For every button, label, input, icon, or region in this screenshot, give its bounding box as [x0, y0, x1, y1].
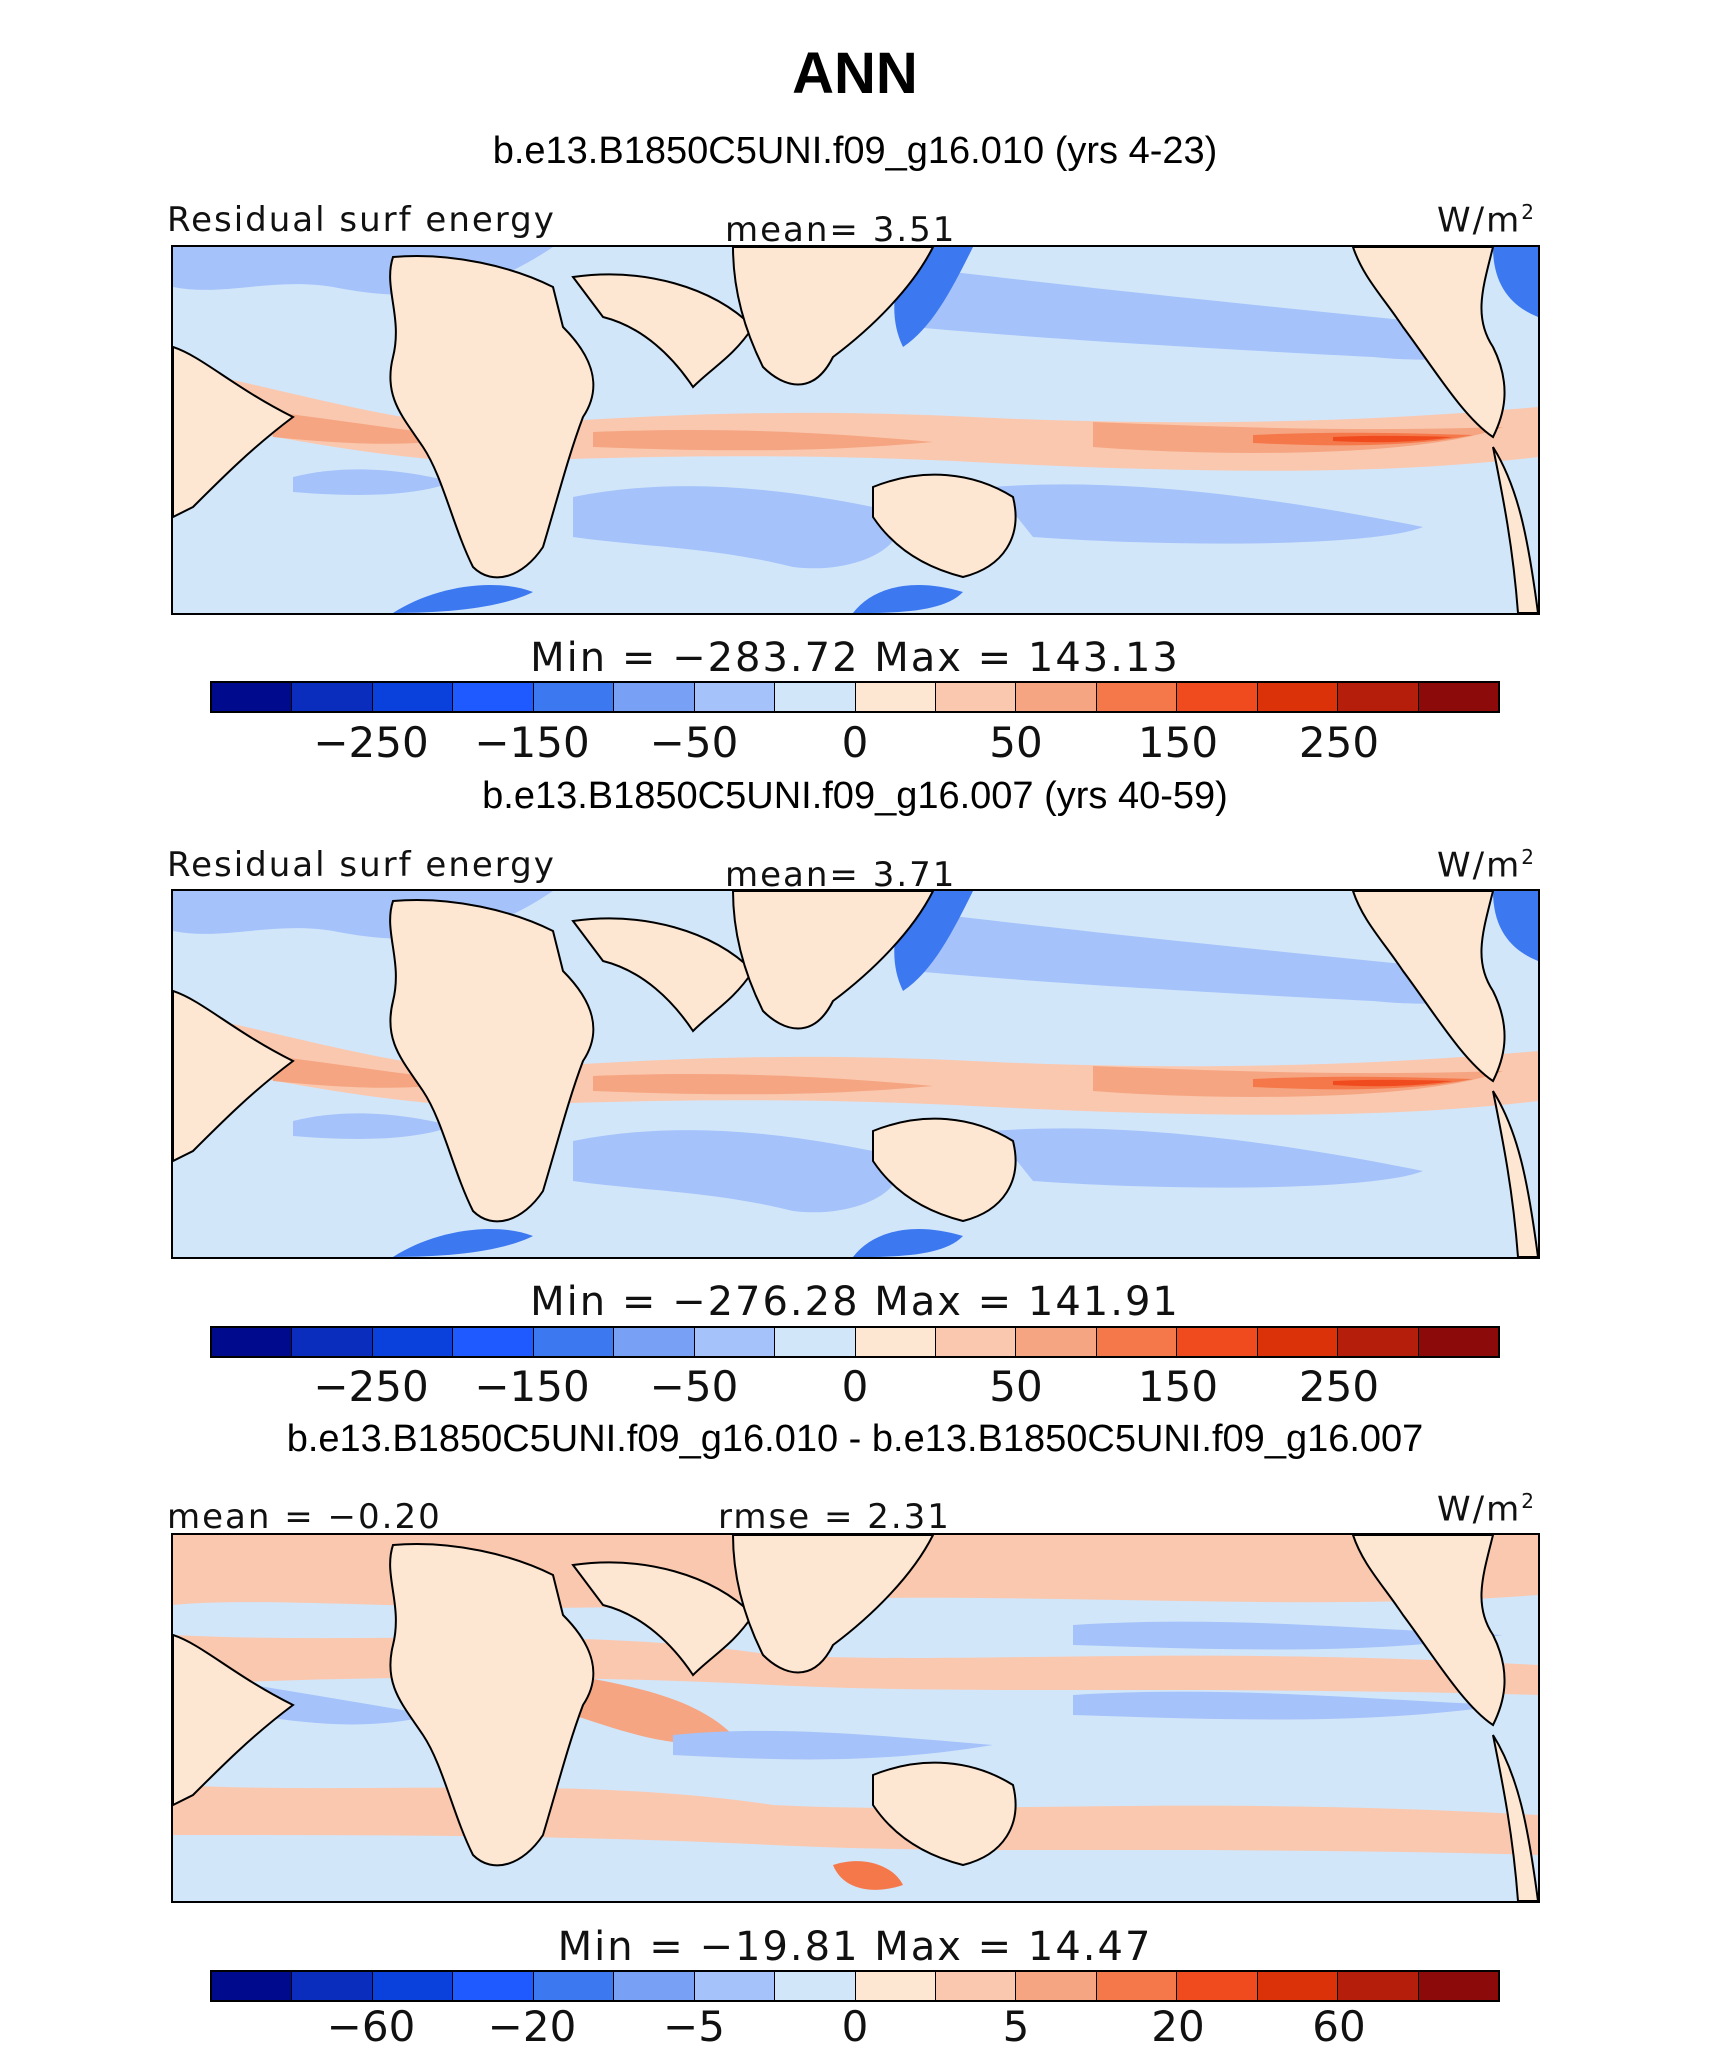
colorbar-segment	[614, 683, 695, 711]
panel-2-tick: 150	[1137, 1362, 1219, 1411]
colorbar-segment	[292, 683, 373, 711]
panel-2-tick: 50	[989, 1362, 1043, 1411]
colorbar-segment	[1338, 1972, 1419, 2000]
colorbar-segment	[1096, 1328, 1178, 1356]
colorbar-segment	[935, 683, 1017, 711]
colorbar-segment	[372, 1972, 454, 2000]
colorbar-segment	[1338, 1328, 1419, 1356]
panel-3-tick: −60	[326, 2002, 416, 2051]
panel-3-colorbar	[210, 1970, 1500, 2002]
panel-1-tick: 50	[989, 718, 1043, 767]
panel-3-tick: −5	[663, 2002, 725, 2051]
colorbar-segment	[935, 1972, 1017, 2000]
panel-3-tick: 20	[1151, 2002, 1205, 2051]
panel-2-tick: 0	[841, 1362, 869, 1411]
colorbar-segment	[1418, 683, 1498, 711]
panel-3-minmax: Min = −19.81 Max = 14.47	[557, 1924, 1153, 1970]
colorbar-segment	[855, 683, 936, 711]
panel-2-mean-label: mean= 3.71	[725, 855, 957, 895]
panel-3-tick: 0	[841, 2002, 869, 2051]
colorbar-segment	[212, 1328, 293, 1356]
panel-1-tick: −150	[474, 718, 590, 767]
panel-3-rmse-label: rmse = 2.31	[718, 1497, 951, 1537]
colorbar-segment	[1418, 1972, 1498, 2000]
panel-2-colorbar	[210, 1326, 1500, 1358]
colorbar-segment	[694, 683, 776, 711]
colorbar-segment	[614, 1328, 695, 1356]
panel-1-minmax: Min = −283.72 Max = 143.13	[530, 635, 1180, 681]
panel-1-mean-label: mean= 3.51	[725, 210, 957, 250]
colorbar-segment	[1177, 1328, 1258, 1356]
panel-2-tick: −250	[313, 1362, 429, 1411]
panel-1-tick: −250	[313, 718, 429, 767]
colorbar-segment	[453, 1972, 534, 2000]
colorbar-segment	[212, 1972, 293, 2000]
colorbar-segment	[1418, 1328, 1498, 1356]
panel-3-mean-label: mean = −0.20	[167, 1497, 442, 1537]
colorbar-segment	[1096, 683, 1178, 711]
panel-2-minmax: Min = −276.28 Max = 141.91	[530, 1279, 1180, 1325]
panel-2-variable-label: Residual surf energy	[167, 845, 556, 885]
colorbar-segment	[372, 1328, 454, 1356]
panel-1-colorbar	[210, 681, 1500, 713]
panel-3-case-title: b.e13.B1850C5UNI.f09_g16.010 - b.e13.B18…	[286, 1418, 1424, 1460]
colorbar-segment	[1177, 1972, 1258, 2000]
colorbar-segment	[855, 1972, 936, 2000]
panel-1-tick: −50	[649, 718, 739, 767]
colorbar-segment	[533, 1972, 615, 2000]
colorbar-segment	[775, 1328, 856, 1356]
panel-1-tick: 250	[1298, 718, 1380, 767]
panel-2-tick: 250	[1298, 1362, 1380, 1411]
colorbar-segment	[614, 1972, 695, 2000]
panel-3-tick: −20	[487, 2002, 577, 2051]
colorbar-segment	[1016, 1328, 1097, 1356]
panel-2-case-title: b.e13.B1850C5UNI.f09_g16.007 (yrs 40-59)	[482, 775, 1228, 817]
colorbar-segment	[533, 683, 615, 711]
panel-1-case-title: b.e13.B1850C5UNI.f09_g16.010 (yrs 4-23)	[492, 130, 1218, 172]
panel-1-units: W/m2	[1437, 200, 1536, 241]
colorbar-segment	[775, 683, 856, 711]
colorbar-segment	[372, 683, 454, 711]
panel-1-tick: 0	[841, 718, 869, 767]
panel-1-variable-label: Residual surf energy	[167, 200, 556, 240]
panel-3-tick: 60	[1312, 2002, 1366, 2051]
panel-1-map	[171, 245, 1540, 615]
panel-1-tick: 150	[1137, 718, 1219, 767]
panel-3-tick: 5	[1002, 2002, 1030, 2051]
panel-3-units: W/m2	[1437, 1489, 1536, 1530]
colorbar-segment	[292, 1972, 373, 2000]
colorbar-segment	[533, 1328, 615, 1356]
panel-3-map	[171, 1533, 1540, 1903]
colorbar-segment	[694, 1328, 776, 1356]
colorbar-segment	[1177, 683, 1258, 711]
colorbar-segment	[1016, 683, 1097, 711]
colorbar-segment	[212, 683, 293, 711]
panel-2-tick: −150	[474, 1362, 590, 1411]
panel-2-tick: −50	[649, 1362, 739, 1411]
panel-2-map	[171, 889, 1540, 1259]
colorbar-segment	[1016, 1972, 1097, 2000]
colorbar-segment	[694, 1972, 776, 2000]
colorbar-segment	[775, 1972, 856, 2000]
colorbar-segment	[453, 1328, 534, 1356]
colorbar-segment	[855, 1328, 936, 1356]
colorbar-segment	[1257, 683, 1339, 711]
colorbar-segment	[935, 1328, 1017, 1356]
figure-title: ANN	[792, 41, 918, 106]
colorbar-segment	[1257, 1328, 1339, 1356]
colorbar-segment	[1257, 1972, 1339, 2000]
colorbar-segment	[1096, 1972, 1178, 2000]
colorbar-segment	[453, 683, 534, 711]
panel-2-units: W/m2	[1437, 845, 1536, 886]
colorbar-segment	[1338, 683, 1419, 711]
colorbar-segment	[292, 1328, 373, 1356]
